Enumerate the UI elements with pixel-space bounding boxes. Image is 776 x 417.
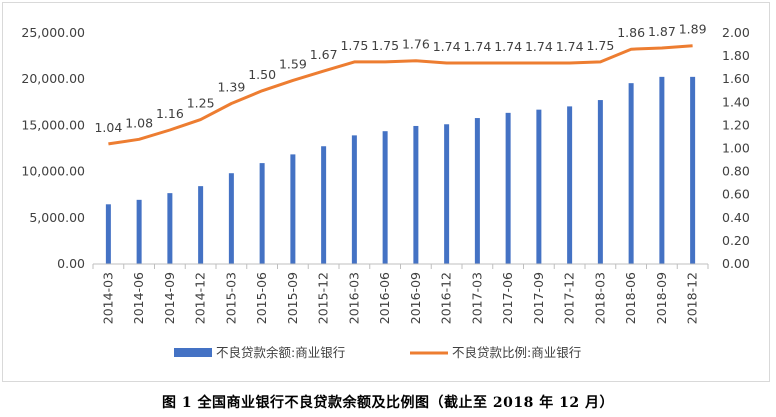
figure-caption: 图 1 全国商业银行不良贷款余额及比例图（截止至 2018 年 12 月） [162, 395, 614, 411]
chart-frame: 0.00 5,000.00 10,000.00 15,000.00 20,000.00 2… [2, 2, 770, 382]
bar [351, 135, 357, 264]
x-tick-label: 2016-03 [346, 272, 361, 324]
bar [505, 112, 511, 264]
x-tick-label: 2015-06 [254, 272, 269, 324]
data-label: 1.59 [279, 56, 307, 71]
data-label: 1.74 [556, 39, 584, 54]
data-label: 1.76 [402, 37, 430, 52]
data-label: 1.75 [371, 38, 399, 53]
bar [198, 186, 204, 264]
legend-label-line: 不良贷款比例:商业银行 [452, 345, 581, 360]
x-tick-label: 2014-09 [162, 272, 177, 324]
bar [659, 76, 665, 264]
bar [413, 125, 419, 264]
chart-svg: 0.00 5,000.00 10,000.00 15,000.00 20,000.00 2… [21, 22, 750, 360]
data-label: 1.87 [648, 24, 676, 39]
data-label: 1.75 [586, 38, 614, 53]
x-tick-label: 2015-09 [285, 272, 300, 324]
x-tick-label: 2016-06 [377, 272, 392, 324]
bar [382, 131, 388, 264]
right-axis-tick-label: 0.40 [722, 210, 750, 225]
x-tick-label: 2017-03 [469, 272, 484, 324]
bar [690, 76, 696, 264]
bar [567, 106, 573, 265]
bar [444, 124, 450, 264]
bar [597, 100, 603, 264]
data-label: 1.75 [340, 38, 368, 53]
bar [259, 163, 265, 264]
bar [628, 83, 634, 264]
data-label: 1.50 [248, 67, 276, 82]
x-tick-label: 2015-12 [316, 272, 331, 324]
right-axis-tick-label: 0.80 [722, 164, 750, 179]
data-label: 1.74 [463, 39, 491, 54]
x-tick-label: 2015-03 [223, 272, 238, 324]
left-axis-tick-label: 25,000.00 [21, 25, 85, 40]
data-label: 1.74 [525, 39, 553, 54]
bar [321, 146, 327, 264]
right-axis-tick-label: 2.00 [722, 25, 750, 40]
left-axis-tick-label: 10,000.00 [21, 164, 85, 179]
x-tick-label: 2018-09 [654, 272, 669, 324]
left-y-axis: 0.00 5,000.00 10,000.00 15,000.00 20,000.00 2… [21, 25, 85, 271]
x-tick-label: 2018-12 [685, 272, 700, 324]
x-tick-label: 2014-12 [193, 272, 208, 324]
bar [228, 173, 234, 264]
data-label: 1.89 [679, 22, 707, 37]
bar [167, 193, 173, 264]
data-label: 1.25 [187, 96, 215, 111]
bar [474, 118, 480, 264]
right-axis-tick-label: 1.60 [722, 71, 750, 86]
x-tick-label: 2017-06 [500, 272, 515, 324]
x-tick-label: 2018-06 [623, 272, 638, 324]
x-tick-label: 2016-12 [439, 272, 454, 324]
x-tick-label: 2017-12 [562, 272, 577, 324]
data-label: 1.86 [617, 25, 645, 40]
x-tick-label: 2018-03 [592, 272, 607, 324]
left-axis-tick-label: 5,000.00 [29, 210, 85, 225]
x-tick-label: 2014-03 [100, 272, 115, 324]
data-label: 1.08 [125, 115, 153, 130]
data-label: 1.74 [494, 39, 522, 54]
bar-series [105, 76, 696, 265]
data-label: 1.16 [156, 106, 184, 121]
x-tick-label: 2016-09 [408, 272, 423, 324]
right-axis-tick-label: 0.60 [722, 187, 750, 202]
left-axis-tick-label: 0.00 [57, 256, 85, 271]
x-tick-label: 2017-09 [531, 272, 546, 324]
right-axis-tick-label: 1.00 [722, 141, 750, 156]
bar [105, 204, 111, 264]
right-axis-tick-label: 1.40 [722, 94, 750, 109]
legend-label-bar: 不良贷款余额:商业银行 [216, 345, 345, 360]
data-label: 1.04 [94, 120, 122, 135]
right-axis-tick-label: 0.20 [722, 233, 750, 248]
right-axis-tick-label: 0.00 [722, 256, 750, 271]
data-label: 1.74 [433, 39, 461, 54]
data-label: 1.39 [217, 79, 245, 94]
bar [536, 109, 542, 265]
line-series: 1.04 1.081.161.251.391.501.591.671.75 1.75… [94, 22, 707, 146]
ratio-line [108, 44, 693, 146]
left-axis-tick-label: 15,000.00 [21, 117, 85, 132]
data-label: 1.67 [310, 47, 338, 62]
x-axis: 2014-03 2014-06 2014-09 2014-12 2015-03 2015-… [92, 263, 709, 324]
x-tick-label: 2014-06 [131, 272, 146, 324]
right-axis-tick-label: 1.80 [722, 48, 750, 63]
legend: 不良贷款余额:商业银行 不良贷款比例:商业银行 [174, 345, 581, 360]
right-axis-tick-label: 1.20 [722, 117, 750, 132]
bar [290, 154, 296, 264]
bar [136, 199, 142, 264]
right-y-axis: 0.00 0.20 0.40 0.60 0.80 1.00 1.20 1.40 1.60 1.80… [722, 25, 750, 271]
left-axis-tick-label: 20,000.00 [21, 71, 85, 86]
legend-swatch-bar [174, 348, 212, 357]
